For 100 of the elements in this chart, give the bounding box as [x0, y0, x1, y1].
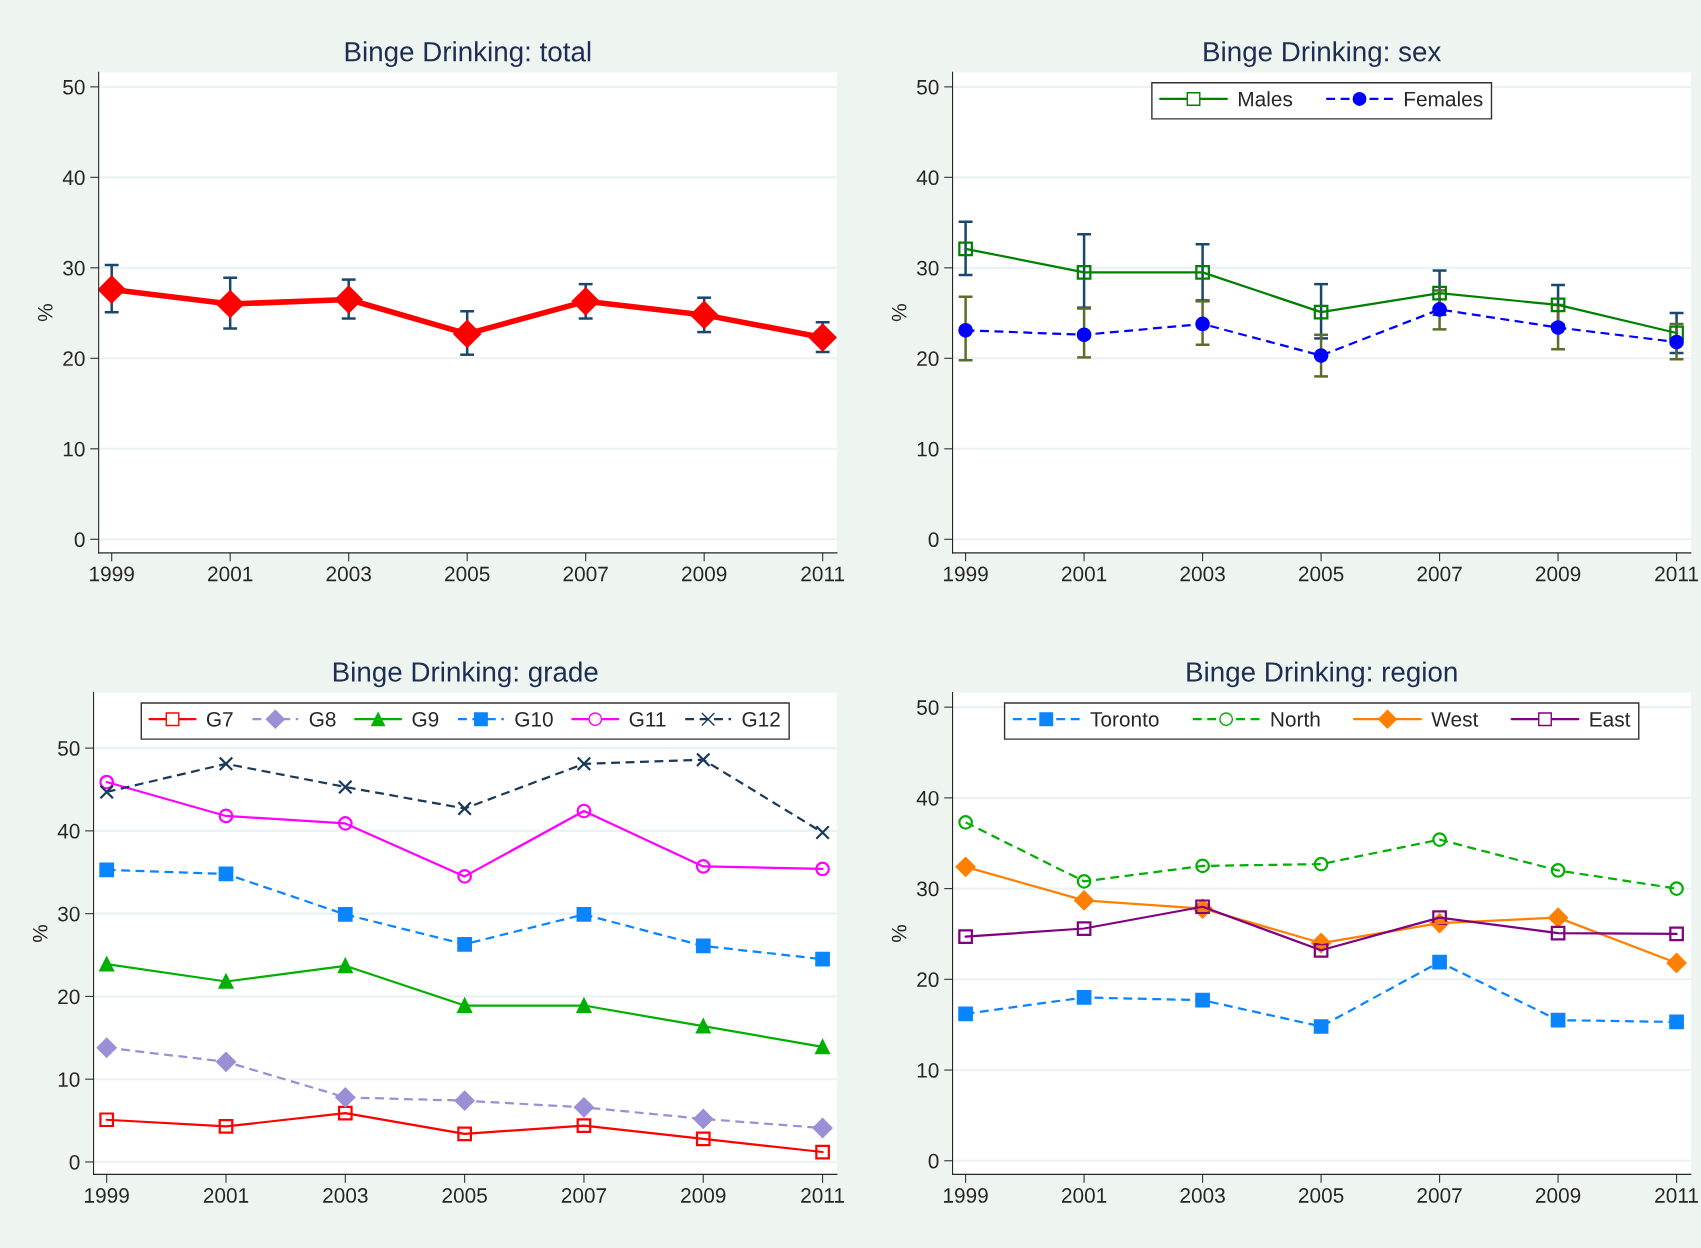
y-tick-label: 40 [62, 170, 85, 186]
x-tick-label: 2007 [563, 566, 608, 582]
point [218, 808, 234, 824]
y-tick-label: 50 [917, 79, 939, 95]
legend-label: G7 [206, 711, 233, 727]
y-axis-title: % [32, 924, 48, 943]
point [218, 756, 234, 772]
point [1313, 856, 1329, 872]
x-tick-label: 1999 [85, 1188, 129, 1203]
x-tick-label: 2001 [208, 566, 253, 582]
legend-label: Toronto [1090, 712, 1159, 727]
point [958, 241, 973, 257]
point [216, 1051, 236, 1072]
point [812, 1118, 833, 1138]
point [815, 951, 830, 967]
y-tick-label: 10 [917, 1063, 939, 1078]
y-tick-label: 50 [63, 79, 85, 95]
y-tick-label: 50 [58, 741, 80, 756]
legend-label: West [1431, 712, 1479, 727]
point [1313, 304, 1329, 320]
point [1195, 992, 1210, 1008]
point [576, 756, 592, 772]
x-tick-label: 2001 [1061, 566, 1107, 582]
legend-label: G11 [629, 711, 666, 727]
y-tick-label: 0 [74, 532, 85, 548]
legend-label: G8 [309, 711, 336, 727]
point [1666, 953, 1687, 973]
point [457, 869, 472, 884]
y-axis-title: % [891, 304, 907, 322]
point [337, 907, 353, 922]
legend-label: North [1271, 711, 1320, 727]
x-tick-label: 2009 [682, 566, 727, 582]
point [1669, 334, 1684, 350]
point [573, 1097, 594, 1118]
y-tick-label: 40 [916, 170, 939, 186]
point [1432, 285, 1447, 301]
point [1432, 832, 1447, 847]
point [454, 1090, 475, 1111]
point [218, 1119, 234, 1134]
point [99, 1112, 115, 1128]
x-tick-label: 1999 [944, 1188, 988, 1203]
x-tick-label: 2005 [1298, 566, 1344, 582]
x-tick-label: 2005 [442, 1188, 487, 1203]
point [337, 779, 353, 795]
x-tick-label: 2007 [1417, 566, 1462, 582]
chart-title: Binge Drinking: region [1187, 661, 1457, 688]
chart-title: Binge Drinking: grade [333, 661, 598, 688]
point [1550, 863, 1566, 878]
x-tick-label: 2009 [1535, 566, 1581, 582]
y-tick-label: 0 [928, 532, 939, 548]
y-tick-label: 30 [57, 906, 80, 922]
x-tick-label: 2011 [1655, 1188, 1698, 1203]
point [815, 1144, 830, 1160]
point [815, 861, 830, 877]
x-tick-label: 1999 [90, 566, 134, 582]
point [1550, 320, 1566, 335]
x-tick-label: 2011 [801, 566, 845, 582]
y-tick-label: 10 [58, 1072, 80, 1087]
legend-label: G12 [742, 711, 780, 727]
point [99, 862, 115, 878]
point [695, 859, 711, 874]
point [1550, 1012, 1566, 1028]
x-tick-label: 2001 [203, 1188, 249, 1203]
point [1550, 297, 1566, 313]
point [1076, 921, 1092, 936]
legend-label: Females [1404, 91, 1483, 107]
x-tick-label: 2011 [801, 1188, 844, 1203]
y-tick-label: 0 [928, 1153, 939, 1169]
point [958, 1006, 973, 1022]
x-tick-label: 2009 [1535, 1188, 1581, 1203]
point [958, 929, 973, 945]
point [1432, 954, 1447, 970]
y-tick-label: 20 [58, 989, 80, 1005]
x-tick-label: 2003 [326, 566, 371, 582]
point [958, 322, 973, 338]
point [1432, 302, 1447, 317]
point [337, 816, 353, 831]
point [695, 1018, 711, 1034]
point [96, 1037, 117, 1058]
legend-label: G9 [412, 711, 439, 727]
y-tick-label: 10 [63, 441, 85, 457]
chart-title: Binge Drinking: total [345, 41, 591, 68]
point [955, 856, 976, 877]
point [1550, 925, 1566, 941]
point [958, 815, 973, 830]
point [1076, 873, 1092, 889]
x-tick-label: 2005 [1298, 1188, 1344, 1203]
x-tick-label: 2007 [561, 1188, 607, 1203]
x-tick-label: 2007 [1417, 1188, 1462, 1203]
chart-title: Binge Drinking: sex [1204, 41, 1442, 68]
x-tick-label: 1999 [944, 566, 988, 582]
point [457, 801, 472, 816]
y-tick-label: 20 [917, 972, 939, 988]
legend-label: East [1590, 712, 1631, 727]
x-tick-label: 2003 [323, 1188, 368, 1203]
point [815, 825, 830, 840]
y-tick-label: 10 [917, 441, 939, 457]
x-tick-label: 2003 [1180, 1188, 1225, 1203]
x-tick-label: 2001 [1061, 1188, 1107, 1203]
x-tick-label: 2011 [1655, 566, 1698, 582]
